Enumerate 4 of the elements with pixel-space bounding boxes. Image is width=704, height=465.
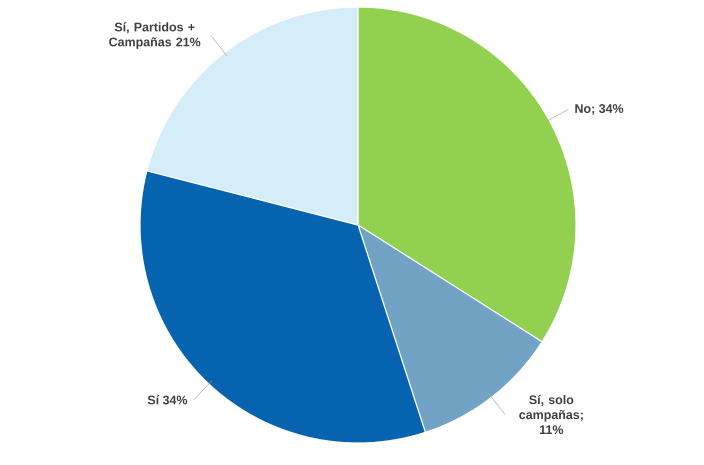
- slice-label: Sí, solo campañas; 11%: [519, 394, 583, 434]
- slice-label: No; 34%: [575, 104, 624, 115]
- slice-label: Sí 34%: [148, 395, 188, 404]
- slice-label: Sí, Partidos + Campañas 21%: [109, 22, 200, 49]
